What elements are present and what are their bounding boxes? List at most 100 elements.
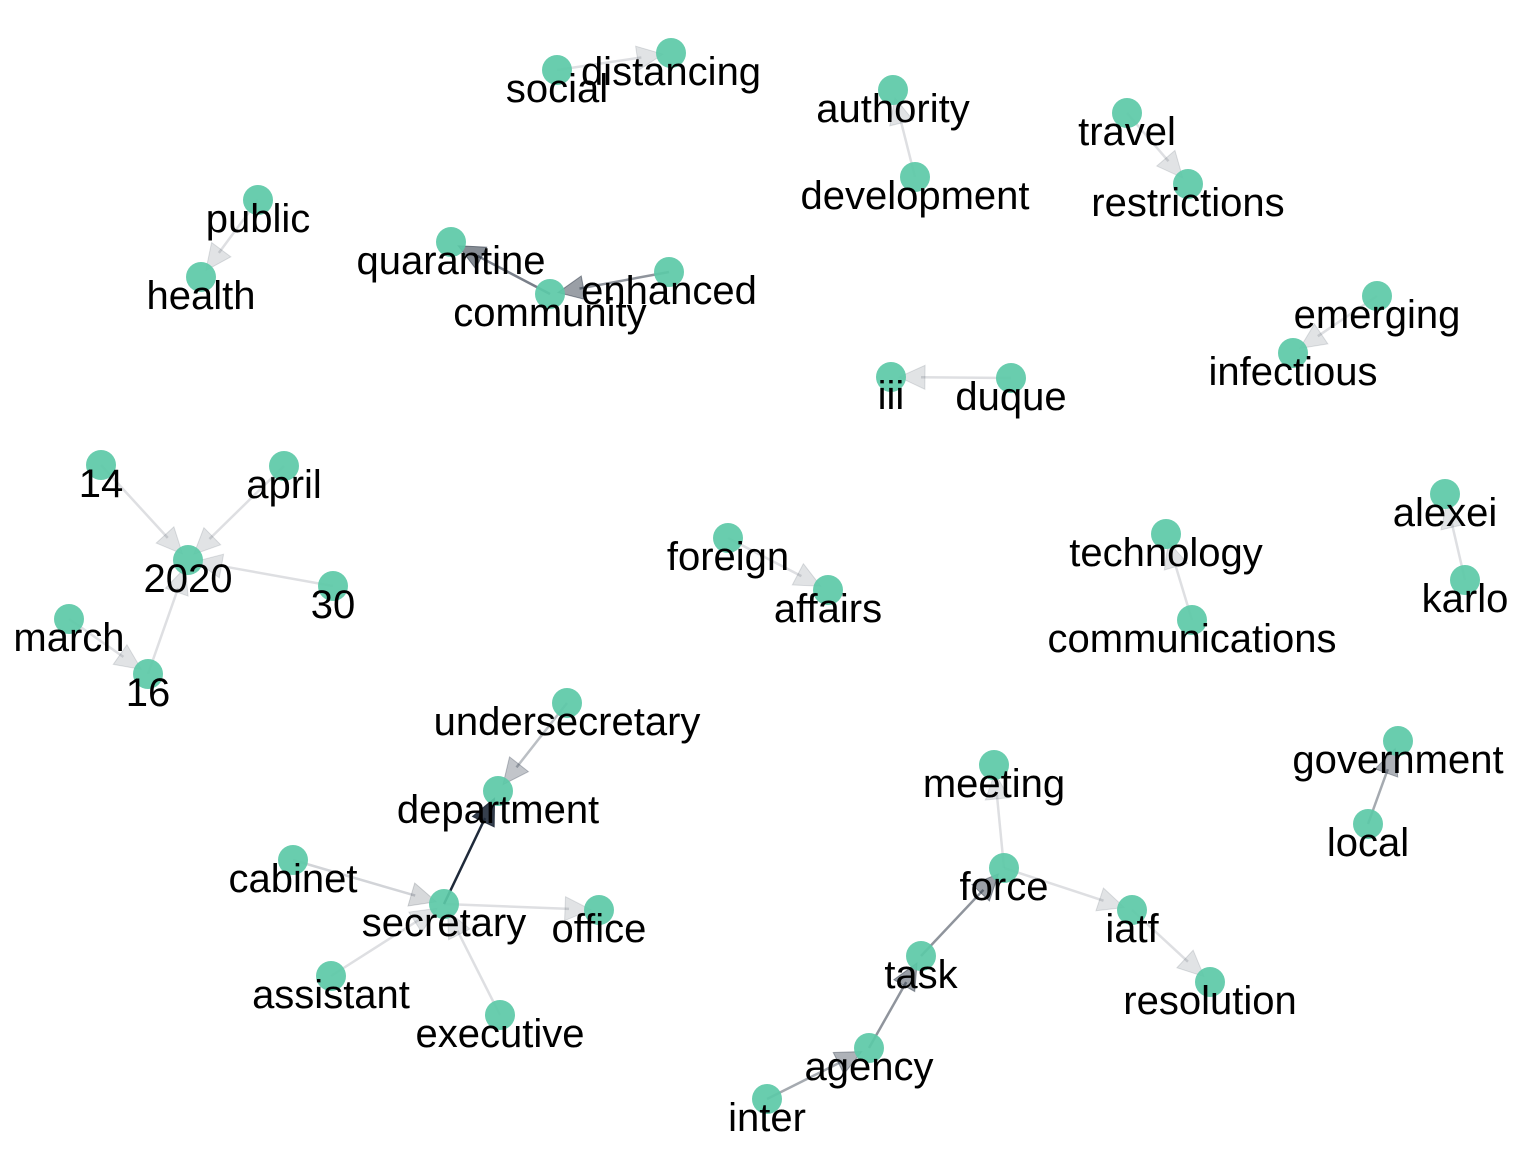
node-label-development: development	[800, 174, 1029, 218]
node-label-affairs: affairs	[774, 587, 882, 631]
node-alexei	[1430, 479, 1460, 509]
edge-arrowhead	[1175, 949, 1205, 978]
node-public	[243, 185, 273, 215]
node-label-16: 16	[126, 671, 171, 715]
edge-line	[217, 564, 334, 588]
node-label-april: april	[246, 463, 322, 507]
edge-arrowhead	[984, 771, 1011, 801]
node-label-iatf: iatf	[1105, 907, 1159, 951]
node-label-technology: technology	[1069, 531, 1262, 575]
edge-arrowhead	[897, 364, 926, 391]
node-community	[535, 279, 565, 309]
edge-arrowhead	[1155, 149, 1184, 179]
node-enhanced	[654, 257, 684, 287]
edge-arrowhead	[889, 96, 914, 127]
node-label-travel: travel	[1078, 110, 1176, 154]
edge-arrowhead	[1163, 540, 1189, 571]
node-label-community: community	[453, 291, 646, 335]
edge-arrowhead	[471, 797, 496, 828]
node-development	[900, 162, 930, 192]
node-duque	[996, 363, 1026, 393]
nodes-layer	[54, 38, 1480, 1114]
node-secretary	[429, 889, 459, 919]
node-label-cabinet: cabinet	[229, 857, 358, 901]
edge-line	[208, 465, 285, 540]
edge-arrowhead	[892, 961, 918, 993]
node-label-foreign: foreign	[667, 535, 789, 579]
node-restrictions	[1173, 169, 1203, 199]
edge-line	[100, 464, 169, 539]
node-label-assistant: assistant	[252, 973, 410, 1017]
node-label-agency: agency	[805, 1045, 934, 1089]
node-label-local: local	[1327, 821, 1409, 865]
edge-arrowhead	[1374, 747, 1399, 778]
edge-line	[920, 376, 1012, 380]
node-iii	[876, 362, 906, 392]
edge-line	[442, 817, 487, 905]
edge-arrowhead	[408, 907, 439, 934]
edge-arrowhead	[457, 245, 488, 270]
node-label-14: 14	[79, 462, 124, 506]
node-affairs	[813, 575, 843, 605]
node-assistant	[316, 961, 346, 991]
node-office	[584, 895, 614, 925]
edge-line	[146, 587, 180, 675]
node-label-inter: inter	[728, 1096, 806, 1140]
edge-arrowhead	[1298, 323, 1329, 350]
node-label-resolution: resolution	[1123, 979, 1296, 1023]
node-social	[542, 55, 572, 85]
node-label-force: force	[960, 865, 1049, 909]
edge-executive-to-secretary	[447, 910, 502, 1016]
node-executive	[485, 1000, 515, 1030]
edge-line	[579, 270, 670, 290]
node-quarantine	[436, 227, 466, 257]
node-label-department: department	[397, 788, 599, 832]
node-label-emerging: emerging	[1294, 293, 1461, 337]
node-april	[269, 451, 299, 481]
node-30	[318, 571, 348, 601]
node-label-iii: iii	[878, 374, 905, 418]
edge-arrowhead	[447, 910, 471, 941]
node-label-secretary: secretary	[362, 901, 527, 945]
node-2020	[173, 545, 203, 575]
edge-arrowhead	[791, 562, 822, 587]
node-label-authority: authority	[816, 87, 969, 131]
node-label-public: public	[206, 197, 311, 241]
edge-assistant-to-secretary	[330, 907, 439, 978]
node-authority	[878, 75, 908, 105]
node-label-enhanced: enhanced	[581, 269, 757, 313]
edge-line	[920, 888, 985, 957]
node-communications	[1177, 605, 1207, 635]
node-travel	[1112, 98, 1142, 128]
node-label-quarantine: quarantine	[356, 239, 545, 283]
edge-line	[1003, 866, 1104, 902]
node-cabinet	[278, 845, 308, 875]
node-label-2020: 2020	[144, 557, 233, 601]
edge-arrowhead	[155, 525, 184, 555]
node-government	[1383, 726, 1413, 756]
edge-arrowhead	[192, 526, 222, 556]
edge-arrowhead	[1095, 887, 1126, 912]
edge-arrowhead	[407, 882, 438, 907]
node-14	[86, 450, 116, 480]
edge-arrowhead	[832, 1051, 863, 1075]
node-label-alexei: alexei	[1393, 491, 1498, 535]
edge-line	[443, 902, 570, 911]
node-agency	[854, 1033, 884, 1063]
node-technology	[1151, 519, 1181, 549]
edge-arrowhead	[971, 872, 1000, 902]
node-health	[186, 262, 216, 292]
node-label-meeting: meeting	[923, 762, 1065, 806]
node-label-executive: executive	[416, 1012, 585, 1056]
node-label-office: office	[552, 907, 647, 951]
node-label-karlo: karlo	[1422, 577, 1509, 621]
node-task	[906, 941, 936, 971]
node-karlo	[1450, 565, 1480, 595]
edge-secretary-to-office	[443, 895, 593, 922]
edge-arrowhead	[634, 45, 665, 71]
node-16	[133, 659, 163, 689]
node-foreign	[713, 523, 743, 553]
edge-line	[292, 858, 416, 897]
